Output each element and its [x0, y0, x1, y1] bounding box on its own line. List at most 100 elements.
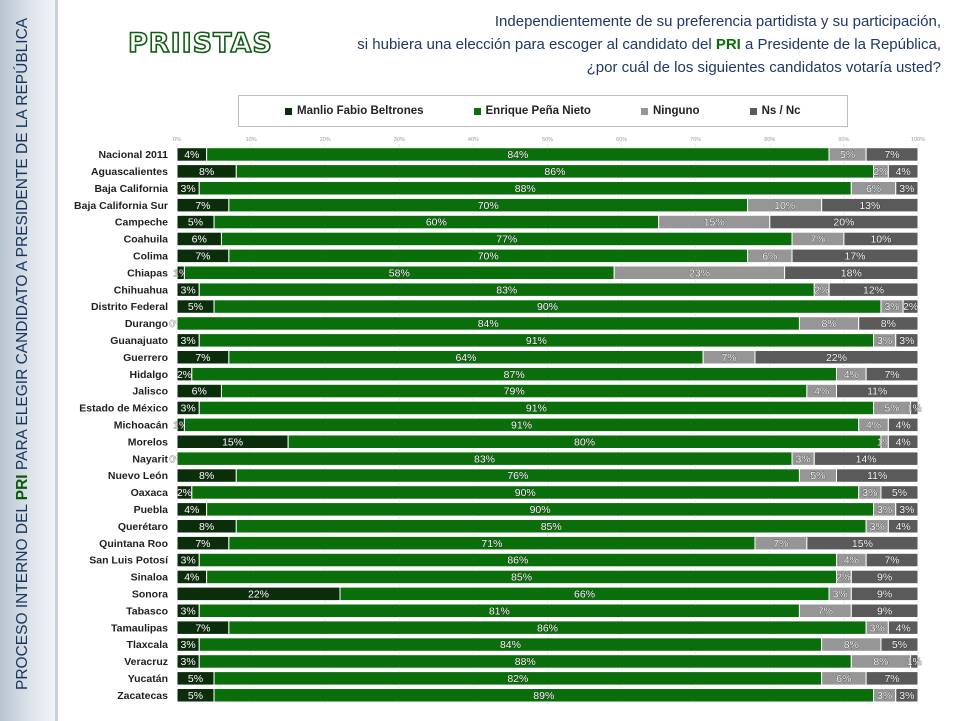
data-label: 84% — [478, 318, 499, 330]
data-label: 64% — [455, 352, 476, 364]
data-label: 4% — [844, 555, 859, 567]
bar-segment — [865, 366, 919, 382]
question-text: Independientemente de su preferencia par… — [301, 10, 941, 79]
category-label: Guerrero — [123, 352, 168, 364]
bar-segment — [902, 299, 919, 314]
legend-swatch — [640, 107, 648, 115]
legend-item: Ns / Nc — [749, 105, 801, 117]
data-label: 7% — [884, 555, 899, 567]
data-label: 5% — [188, 690, 203, 702]
bar-segment — [806, 535, 919, 551]
category-label: Michoacán — [114, 419, 168, 431]
bar-segment — [880, 637, 919, 652]
data-label: 66% — [574, 588, 595, 600]
x-tick-label: 40% — [468, 137, 479, 143]
data-label: 1% — [907, 656, 922, 668]
category-label: Yucatán — [128, 673, 168, 685]
data-label: 90% — [537, 301, 558, 313]
data-label: 3% — [877, 504, 892, 516]
category-label: Querétaro — [118, 521, 168, 533]
data-label: 3% — [181, 403, 196, 415]
data-label: 15% — [704, 217, 725, 229]
bar-segment — [769, 214, 919, 230]
data-label: 85% — [541, 521, 562, 533]
data-label: 4% — [896, 166, 911, 178]
bar-segment — [821, 197, 919, 213]
data-label: 4% — [844, 369, 859, 381]
data-label: 79% — [504, 386, 525, 398]
data-label: 70% — [478, 250, 499, 262]
data-label: 2% — [873, 166, 888, 178]
data-label: 80% — [574, 436, 595, 448]
data-label: 3% — [181, 183, 196, 195]
data-label: 4% — [184, 149, 199, 161]
data-label: 71% — [481, 538, 502, 550]
data-label: 4% — [814, 386, 829, 398]
data-label: 5% — [188, 217, 203, 229]
category-label: Baja California Sur — [74, 200, 168, 212]
category-label: Coahuila — [124, 234, 168, 246]
data-label: 86% — [537, 622, 558, 634]
category-label: Morelos — [128, 436, 168, 448]
data-label: 3% — [181, 656, 196, 668]
category-label: Zacatecas — [117, 690, 168, 702]
data-label: 15% — [222, 436, 243, 448]
question-line-2: si hubiera una elección para escoger al … — [357, 36, 941, 53]
data-label: 5% — [840, 149, 855, 161]
data-label: 7% — [884, 673, 899, 685]
bar-segment — [843, 231, 919, 247]
bar-segment — [887, 620, 919, 635]
data-label: 89% — [533, 690, 554, 702]
data-label: 4% — [866, 419, 881, 431]
category-label: Nayarit — [132, 453, 168, 465]
data-label: 7% — [195, 250, 210, 262]
category-label: Baja California — [94, 183, 168, 195]
data-label: 3% — [870, 521, 885, 533]
legend-item: Enrique Peña Nieto — [473, 105, 591, 117]
data-label: 5% — [188, 301, 203, 313]
data-label: 3% — [899, 335, 914, 347]
data-label: 2% — [177, 369, 192, 381]
x-tick-label: 50% — [542, 137, 553, 143]
data-label: 7% — [195, 622, 210, 634]
category-label: Estado de México — [79, 403, 168, 415]
data-label: 5% — [884, 403, 899, 415]
bar-segment — [858, 316, 919, 331]
data-label: 7% — [195, 538, 210, 550]
category-label: Nacional 2011 — [99, 149, 169, 161]
category-label: Nuevo León — [108, 470, 168, 482]
bar-segment — [910, 400, 919, 416]
legend-swatch — [285, 107, 292, 115]
data-label: 17% — [845, 250, 866, 262]
data-label: 91% — [511, 419, 532, 431]
bar-segment — [895, 502, 919, 517]
category-label: Quintana Roo — [99, 538, 168, 550]
data-label: 7% — [721, 352, 736, 364]
legend-swatch — [473, 107, 481, 115]
category-label: Chihuahua — [114, 284, 168, 296]
data-label: 8% — [881, 318, 896, 330]
bar-segment — [754, 350, 919, 365]
data-label: 12% — [863, 284, 884, 296]
legend-swatch — [749, 107, 757, 115]
data-label: 2% — [903, 301, 918, 313]
data-label: 4% — [896, 419, 911, 431]
data-label: 9% — [877, 605, 892, 617]
data-label: 3% — [877, 690, 892, 702]
data-label: 5% — [892, 639, 907, 651]
bar-segment — [835, 383, 919, 399]
x-tick-label: 70% — [690, 137, 701, 143]
legend-item: Manlio Fabio Beltrones — [285, 105, 424, 117]
sidebar-panel: PROCESO INTERNO DEL PRI PARA ELEGIR CAND… — [0, 0, 58, 721]
data-label: 7% — [810, 234, 825, 246]
category-label: Guanajuato — [110, 335, 168, 347]
bar-segment — [850, 603, 919, 618]
legend-label: Enrique Peña Nieto — [485, 105, 591, 117]
data-label: 3% — [877, 335, 892, 347]
bar-segment — [895, 688, 919, 703]
category-label: Puebla — [134, 504, 169, 516]
data-label: 76% — [507, 470, 528, 482]
data-label: 6% — [192, 386, 207, 398]
data-label: 3% — [833, 588, 848, 600]
category-label: Jalisco — [132, 386, 168, 398]
